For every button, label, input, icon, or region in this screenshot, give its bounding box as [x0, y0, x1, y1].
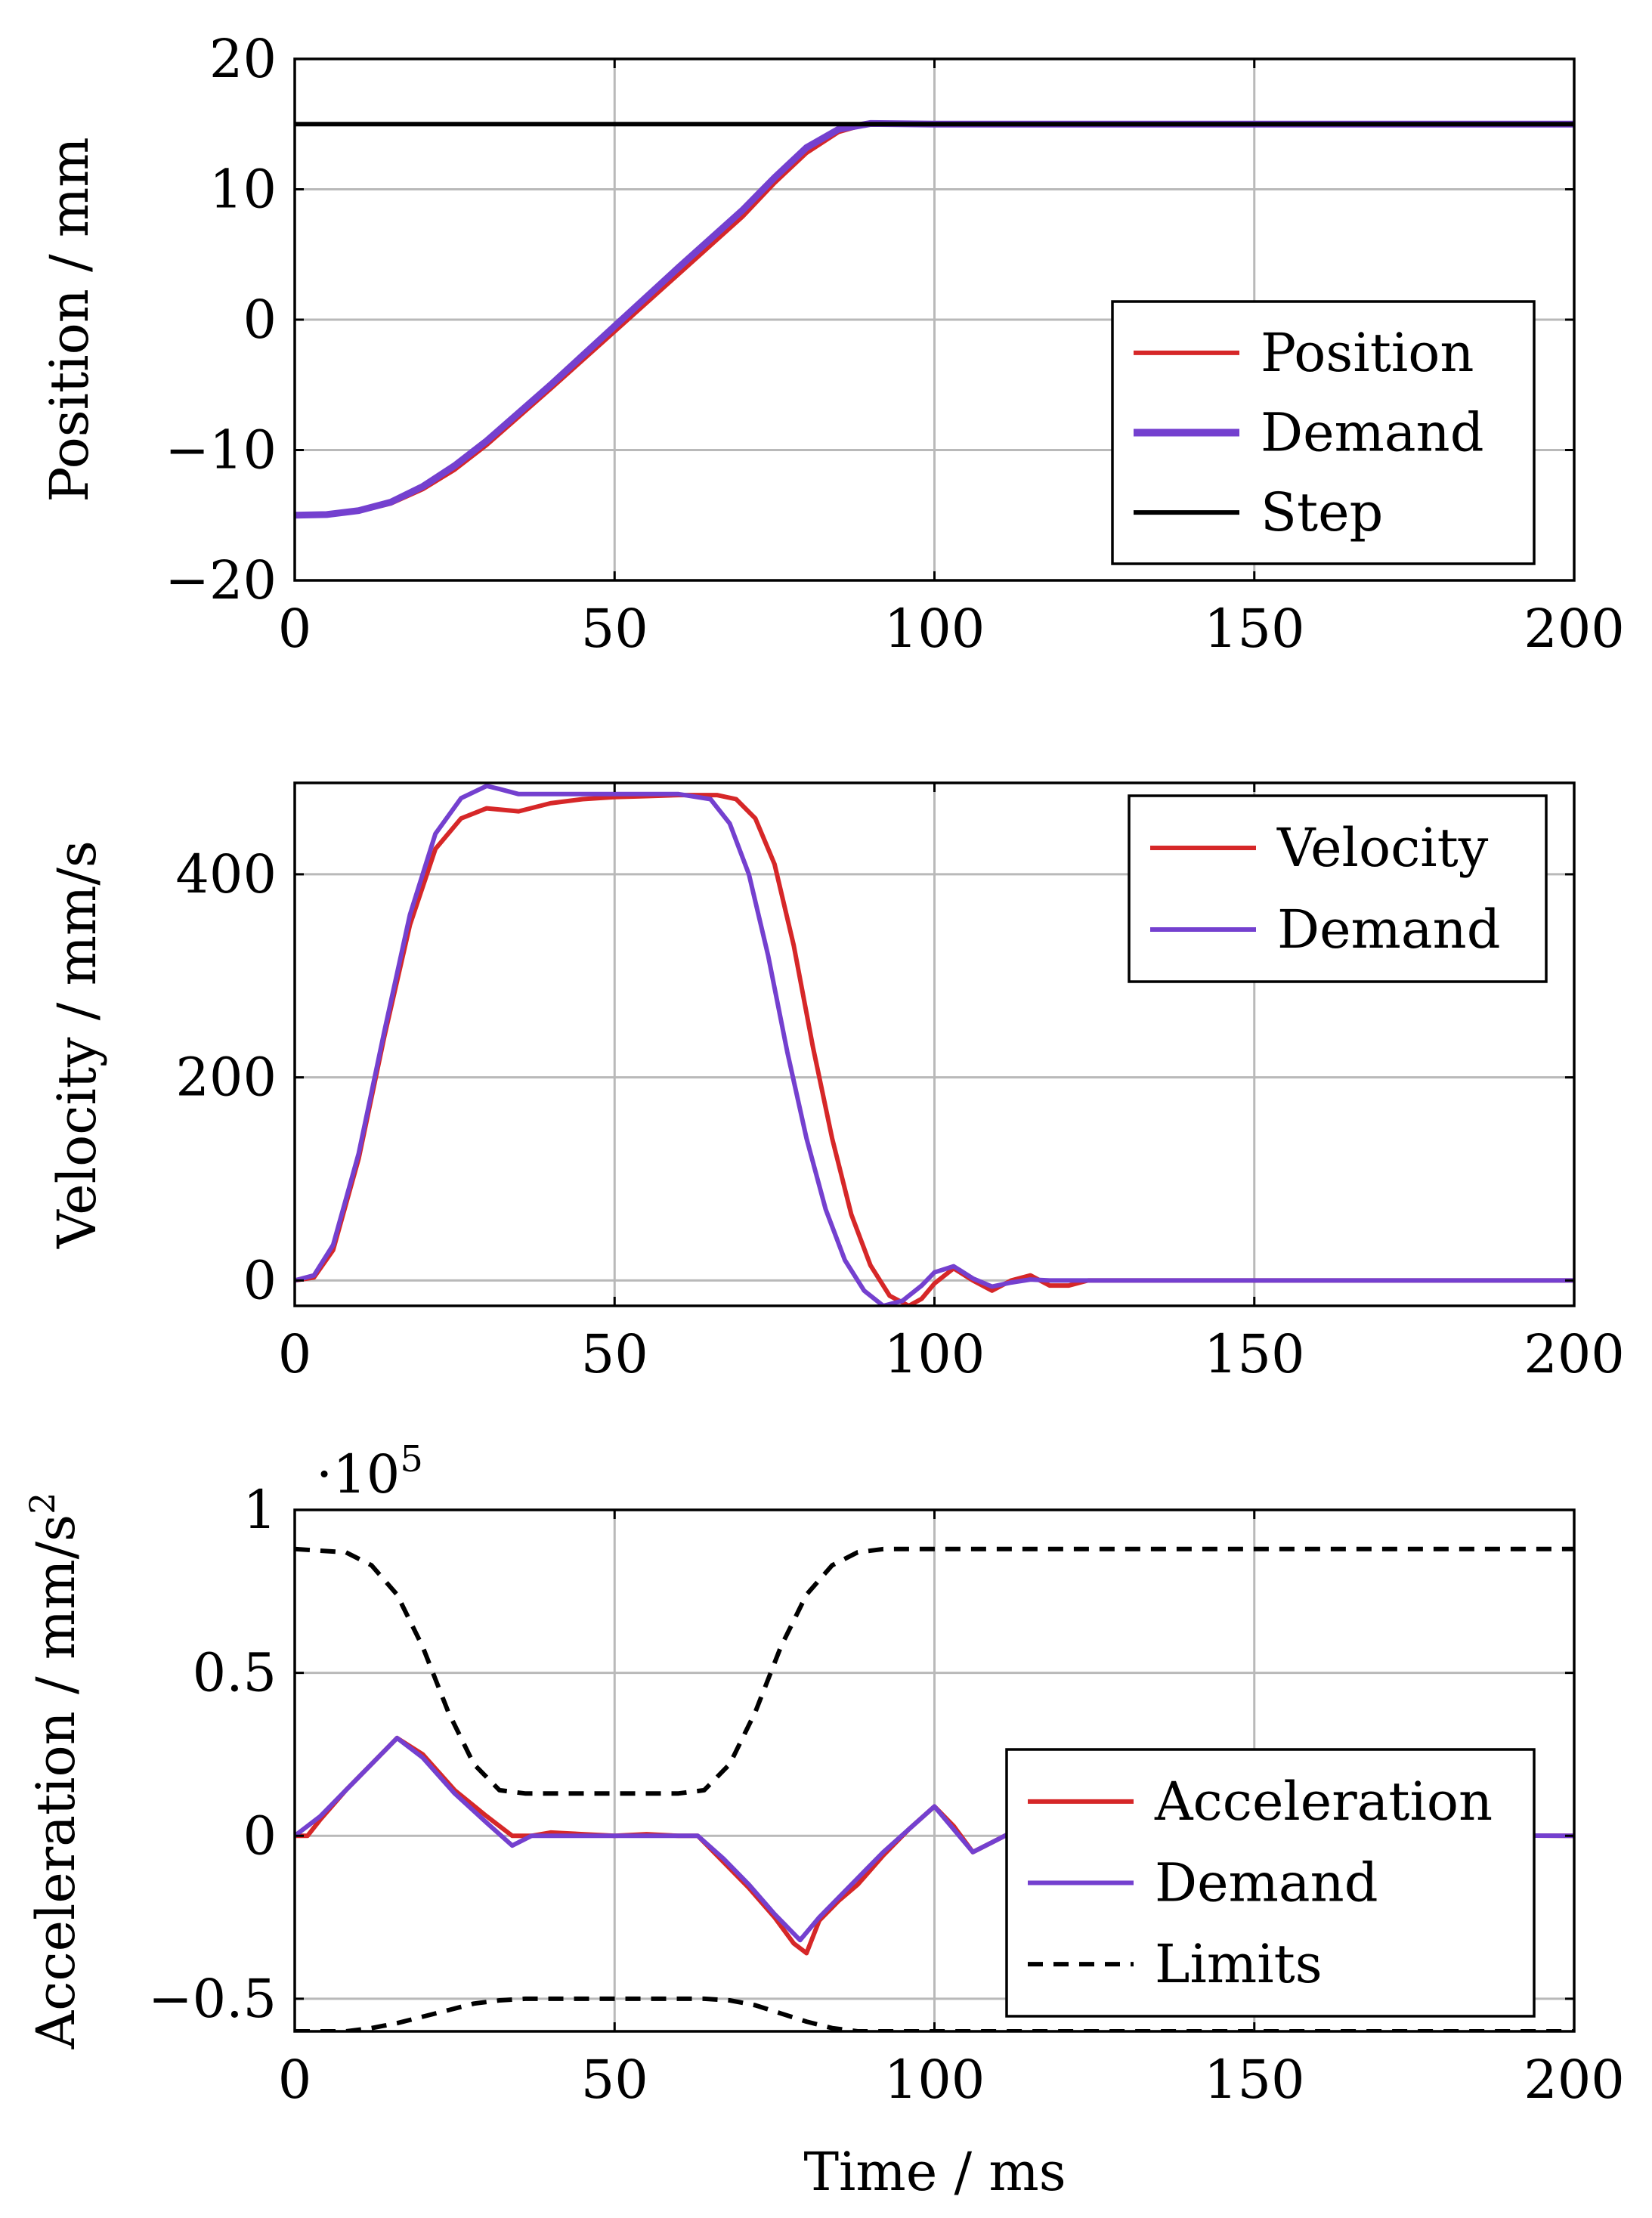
y-tick-label: 20 [209, 28, 277, 90]
legend: Acceleration Demand Limits [1005, 1748, 1536, 2018]
x-tick-label: 0 [278, 2049, 312, 2111]
legend: Position Demand Step [1111, 300, 1536, 565]
legend-label: Demand [1261, 402, 1484, 464]
x-tick-label: 200 [1524, 2049, 1625, 2111]
series-line-limits [295, 1546, 1574, 1796]
series-line-demand [295, 784, 1574, 1306]
x-axis-label: Time / ms [803, 2141, 1066, 2203]
series-line-velocity [295, 793, 1574, 1306]
y-tick-label: 200 [175, 1047, 277, 1109]
x-tick-label: 150 [1204, 598, 1305, 660]
legend-label: Demand [1277, 899, 1501, 961]
y-tick-label: −10 [165, 419, 277, 481]
y-tick-label: 0 [243, 1805, 277, 1867]
panel-1: 0 50 100 150 200 −20 −10 0 10 20 Position / mm Posi… [39, 28, 1625, 660]
x-tick-label: 0 [278, 1323, 312, 1385]
legend-box [1128, 794, 1548, 983]
y-axis-label: Velocity / mm/s [46, 840, 108, 1249]
y-tick-label: 0 [243, 289, 277, 351]
legend: Velocity Demand [1128, 794, 1548, 983]
x-tick-label: 200 [1524, 598, 1625, 660]
y-tick-label: −20 [165, 549, 277, 611]
series-group [295, 784, 1574, 1306]
x-tick-label: 100 [884, 1323, 985, 1385]
y-scale-factor-label: ·105 [316, 1438, 423, 1505]
series-line-demand [295, 1735, 1574, 1943]
x-tick-label: 50 [581, 1323, 648, 1385]
panel-2: 0 50 100 150 200 0 200 400 Velocity / mm/s Veloci… [46, 781, 1625, 1385]
legend-label: Limits [1155, 1933, 1323, 1995]
x-tick-label: 150 [1204, 2049, 1305, 2111]
x-tick-label: 100 [884, 2049, 985, 2111]
series-group [295, 119, 1574, 519]
y-tick-label: 0 [243, 1249, 277, 1311]
legend-label: Position [1261, 322, 1474, 384]
y-tick-label: 400 [175, 843, 277, 905]
legend-label: Step [1261, 481, 1383, 543]
y-tick-label: −0.5 [148, 1968, 277, 2030]
series-line-demand [295, 119, 1574, 519]
y-axis-label: Acceleration / mm/s2 [22, 1493, 87, 2050]
x-tick-label: 0 [278, 598, 312, 660]
x-tick-label: 50 [581, 598, 648, 660]
y-axis-label: Position / mm [39, 137, 101, 502]
legend-label: Demand [1155, 1852, 1378, 1914]
x-tick-label: 150 [1204, 1323, 1305, 1385]
series-group [295, 1546, 1574, 2031]
y-tick-label: 1 [243, 1479, 277, 1541]
y-tick-label: 0.5 [193, 1642, 277, 1704]
x-tick-label: 100 [884, 598, 985, 660]
series-line-limits-lower [295, 1996, 1574, 2031]
y-tick-label: 10 [209, 159, 277, 221]
x-tick-label: 50 [581, 2049, 648, 2111]
legend-label: Velocity [1276, 817, 1489, 879]
legend-label: Acceleration [1154, 1771, 1493, 1833]
x-tick-label: 200 [1524, 1323, 1625, 1385]
